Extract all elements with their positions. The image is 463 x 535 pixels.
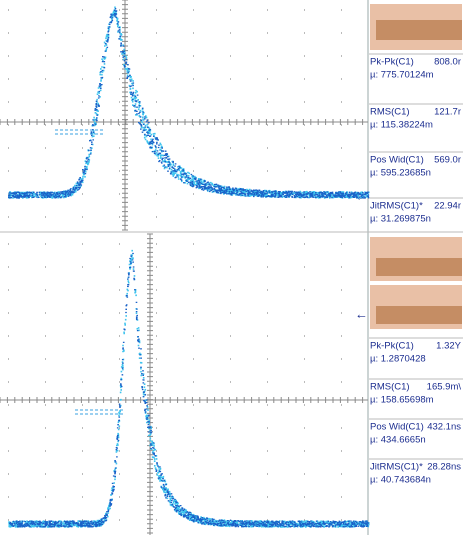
measurement-name: JitRMS(C1)* [370, 201, 423, 212]
tan-bar [376, 306, 462, 324]
measurement-value: 1.32Y [436, 341, 461, 352]
measurement-mean: µ: 775.70124m [370, 70, 434, 81]
measurement-mean: µ: 40.743684n [370, 475, 431, 486]
measurement-name: RMS(C1) [370, 382, 410, 393]
measurement-value: 28.28ns [427, 462, 461, 473]
measurement-value: 165.9m\ [427, 382, 462, 393]
measurement-mean: µ: 115.38224m [370, 120, 433, 131]
measurement-name: Pos Wid(C1) [370, 422, 424, 433]
measurement-value: 432.1ns [427, 422, 461, 433]
measurement-mean: µ: 595.23685n [370, 168, 431, 179]
measurement-value: 808.0r [434, 57, 461, 68]
measurement-name: RMS(C1) [370, 107, 410, 118]
measurement-name: Pk-Pk(C1) [370, 341, 414, 352]
measurement-mean: µ: 434.6665n [370, 435, 426, 446]
tan-bar [376, 20, 462, 40]
scope-screen: ← ← Pk-Pk(C1)808.0rµ: 775.70124mRMS(C1)1… [0, 0, 463, 535]
measurement-name: JitRMS(C1)* [370, 462, 423, 473]
measurement-value: 121.7r [434, 107, 461, 118]
level-arrow: ← [355, 306, 368, 321]
measurement-value: 569.0r [434, 155, 461, 166]
measurement-mean: µ: 158.65698m [370, 395, 434, 406]
measurement-value: 22.94r [434, 201, 461, 212]
measurement-name: Pk-Pk(C1) [370, 57, 414, 68]
measurement-mean: µ: 1.2870428 [370, 354, 426, 365]
tan-bar [376, 258, 462, 276]
measurement-name: Pos Wid(C1) [370, 155, 424, 166]
measurement-mean: µ: 31.269875n [370, 214, 431, 225]
